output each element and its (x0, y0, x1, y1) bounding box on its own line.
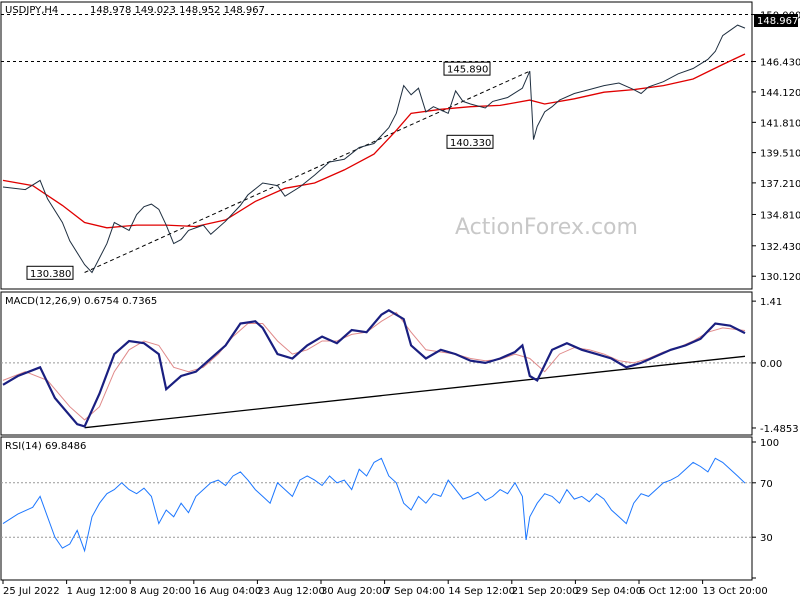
macd-tick-label: 1.41 (760, 297, 782, 308)
rsi-panel-frame (0, 436, 753, 581)
macd-panel-title: MACD(12,26,9) 0.6754 0.7365 (5, 296, 157, 307)
macd-line (2, 309, 746, 428)
rsi-tick-label: 30 (760, 533, 773, 544)
time-tick-label: 8 Aug 20:00 (130, 586, 191, 597)
time-axis: 25 Jul 2022 1 Aug 12:00 8 Aug 20:00 16 Aug … (2, 580, 768, 597)
price-trendline (84, 70, 531, 273)
current-price-box (754, 14, 798, 27)
rsi-line (2, 457, 746, 553)
time-tick-label: 21 Sep 20:00 (512, 586, 579, 597)
rsi-axis: 100 70 30 (752, 438, 779, 579)
price-annotation-box (443, 61, 491, 76)
price-tick-label: 132.430 (760, 242, 800, 253)
price-annotation-label: 130.380 (30, 269, 71, 280)
watermark: ActionForex.com (455, 215, 638, 240)
price-tick-label: 146.430 (760, 58, 800, 69)
time-tick-label: 29 Sep 04:00 (575, 586, 642, 597)
price-annotation-box (26, 265, 74, 280)
price-annotation-label: 145.890 (447, 65, 488, 76)
time-tick-label: 16 Aug 04:00 (194, 586, 261, 597)
price-horizontal-lines (1, 14, 752, 63)
rsi-panel-title: RSI(14) 69.8486 (5, 441, 86, 452)
ohlc-values: 148.978 149.023 148.952 148.967 (90, 5, 265, 16)
macd-trendline (84, 355, 746, 429)
time-tick-label: 6 Oct 12:00 (639, 586, 698, 597)
time-tick-label: 25 Jul 2022 (3, 586, 60, 597)
macd-signal-line (2, 311, 746, 421)
time-tick-label: 7 Sep 04:00 (385, 586, 445, 597)
price-tick-label: 137.210 (760, 179, 800, 190)
price-panel-title: USDJPY,H4 (5, 5, 58, 16)
price-tick-label: 139.510 (760, 149, 800, 160)
macd-panel-frame (0, 291, 753, 436)
price-annotation-box (446, 134, 494, 149)
price-tick-label: 144.120 (760, 88, 800, 99)
price-annotation-label: 140.330 (450, 138, 491, 149)
macd-tick-label: 0.00 (760, 359, 782, 370)
macd-tick-label: -1.4853 (760, 424, 799, 435)
rsi-level-lines (1, 482, 752, 538)
time-tick-label: 13 Oct 20:00 (703, 586, 768, 597)
time-tick-label: 23 Aug 12:00 (257, 586, 324, 597)
current-price-label: 148.967 (757, 16, 798, 27)
time-tick-label: 1 Aug 12:00 (67, 586, 128, 597)
price-tick-label: 141.810 (760, 118, 800, 129)
price-annotations: 145.890 140.330 130.380 (26, 61, 494, 280)
price-tick-label: 134.810 (760, 210, 800, 221)
time-tick-label: 14 Sep 12:00 (448, 586, 515, 597)
macd-axis: 1.41 0.00 -1.4853 (752, 297, 799, 435)
time-tick-label: 30 Aug 20:00 (321, 586, 388, 597)
price-panel-frame (0, 1, 753, 290)
rsi-tick-label: 70 (760, 479, 773, 490)
price-line (2, 24, 746, 274)
rsi-tick-label: 100 (760, 438, 779, 449)
price-tick-label: 130.120 (760, 272, 800, 283)
